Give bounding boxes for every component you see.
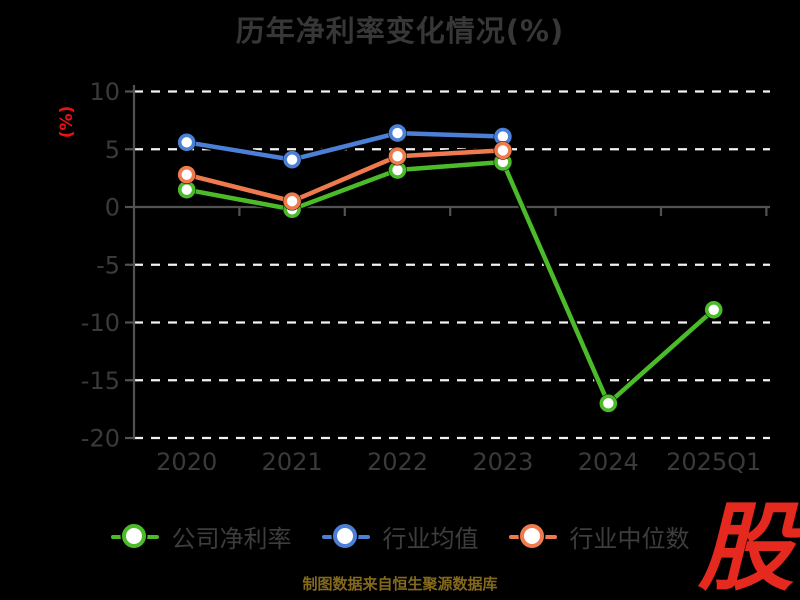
legend-item-industry-average: 行业均值: [321, 519, 479, 554]
legend-item-industry-median: 行业中位数: [508, 519, 690, 554]
marker-industry-median-0: [177, 165, 196, 184]
marker-industry-median-1: [283, 192, 301, 211]
marker-industry-average-1: [283, 150, 301, 169]
legend-label: 行业中位数: [569, 525, 690, 553]
x-tick-label-2024: 2024: [578, 448, 639, 476]
legend-marker-icon: [508, 523, 557, 550]
marker-industry-average-0: [177, 133, 196, 152]
stock-logo: 股: [698, 492, 794, 600]
marker-company-net-margin-4: [599, 394, 618, 413]
marker-industry-median-2: [388, 147, 407, 165]
y-tick-label-10: 10: [89, 78, 120, 106]
series-line-industry-median: [184, 148, 506, 204]
series-line-company-net-margin: [184, 159, 716, 406]
y-tick-label-0: 0: [105, 194, 120, 222]
marker-industry-median-3: [494, 141, 512, 160]
legend-item-company-net-margin: 公司净利率: [110, 519, 292, 554]
legend-dot-swatch: [121, 523, 146, 548]
chart-legend: 公司净利率 行业均值 行业中位数: [0, 519, 800, 554]
y-tick-label--15: -15: [81, 367, 120, 395]
y-tick-label--5: -5: [96, 251, 120, 279]
y-tick-label--20: -20: [81, 425, 120, 453]
y-tick-label-5: 5: [105, 136, 120, 164]
legend-dot-swatch: [519, 523, 544, 548]
marker-company-net-margin-5: [704, 300, 723, 319]
x-tick-label-2023: 2023: [472, 448, 533, 476]
y-axis-unit-label: (%): [57, 106, 77, 139]
marker-company-net-margin-0: [177, 180, 196, 199]
legend-dot-swatch: [332, 523, 357, 548]
data-source-note: 制图数据来自恒生聚源数据库: [302, 575, 498, 593]
x-tick-label-2021: 2021: [262, 448, 323, 476]
legend-marker-icon: [110, 523, 159, 550]
series-line-industry-average: [184, 130, 506, 162]
x-tick-label-2020: 2020: [156, 448, 217, 476]
y-tick-label--10: -10: [81, 309, 120, 337]
legend-label: 行业均值: [382, 525, 479, 553]
chart-title: 历年净利率变化情况(%): [235, 14, 565, 48]
marker-industry-average-2: [388, 124, 407, 142]
legend-label: 公司净利率: [171, 525, 292, 553]
legend-marker-icon: [321, 523, 370, 550]
x-tick-label-2022: 2022: [367, 448, 428, 476]
x-tick-label-2025Q1: 2025Q1: [666, 448, 761, 476]
